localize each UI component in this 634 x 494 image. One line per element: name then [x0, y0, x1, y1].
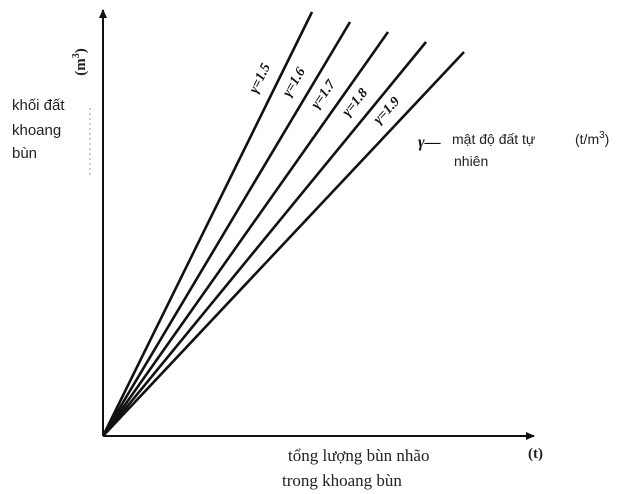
y-label-line-1: khối đất: [12, 97, 65, 114]
y-label-line-2: khoang: [12, 122, 61, 139]
legend-symbol: γ—: [418, 134, 441, 151]
legend-unit-base: (t/m: [575, 131, 599, 147]
y-unit-close: ): [73, 48, 89, 53]
series-line-1: [101, 11, 314, 437]
legend-gamma: γ: [418, 134, 425, 151]
series-group: γ=1.5 γ=1.6 γ=1.7 γ=1.8 γ=1.9: [101, 11, 465, 437]
series-line-3: [101, 31, 390, 437]
y-unit: (m3): [71, 48, 89, 76]
y-label-line-3: bùn: [12, 145, 37, 162]
x-label-line-2: trong khoang bùn: [282, 471, 402, 490]
legend-dash: —: [424, 134, 441, 151]
legend-text-line-1: mật độ đất tự: [452, 131, 535, 147]
legend: γ— mật độ đất tự (t/m3) nhiên: [418, 130, 609, 169]
series-line-4: [101, 41, 428, 437]
y-unit-sup: 3: [71, 53, 82, 58]
series-line-2: [101, 21, 352, 437]
legend-unit-sup: 3: [599, 130, 605, 141]
legend-unit-close: ): [605, 131, 610, 147]
x-label-line-1: tổng lượng bùn nhão: [288, 446, 429, 465]
series-label-1: γ=1.5: [247, 61, 274, 96]
legend-text-line-2: nhiên: [454, 153, 488, 169]
x-unit: (t): [528, 446, 543, 462]
legend-unit: (t/m3): [575, 130, 609, 147]
y-unit-base: (m: [73, 58, 89, 76]
series-line-5: [102, 51, 465, 437]
